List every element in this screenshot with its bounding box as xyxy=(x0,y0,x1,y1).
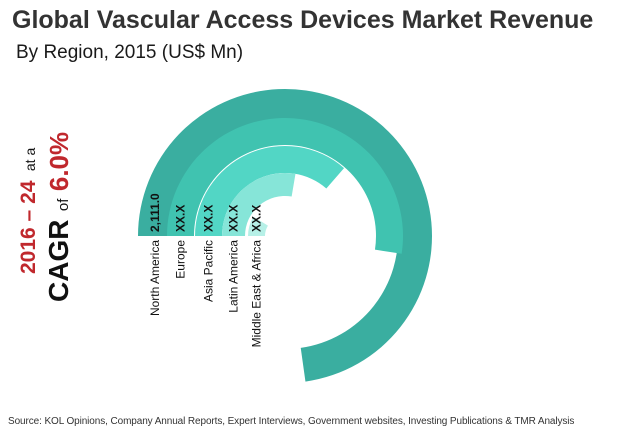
chart-title: Global Vascular Access Devices Market Re… xyxy=(12,6,594,34)
cagr-label: CAGR xyxy=(43,220,74,302)
value-label-latin-america: XX.X xyxy=(227,205,241,232)
value-label-asia-pacific: XX.X xyxy=(202,205,216,232)
region-label-latin-america: Latin America xyxy=(227,240,241,313)
cagr-period-suffix: at a xyxy=(22,148,38,172)
value-label-europe: XX.X xyxy=(174,205,188,232)
region-label-asia-pacific: Asia Pacific xyxy=(202,240,216,302)
value-labels: 2,111.0 XX.X XX.X XX.X XX.X xyxy=(148,193,264,232)
ring-bar-middle-east-africa xyxy=(248,216,268,236)
cagr-period-line: 2016 – 24 at a xyxy=(17,148,40,274)
ring-bar-asia-pacific xyxy=(195,146,345,236)
source-note: Source: KOL Opinions, Company Annual Rep… xyxy=(8,416,575,427)
ring-bars xyxy=(138,88,433,382)
region-label-north-america: North America xyxy=(148,240,162,316)
cagr-period: 2016 – 24 xyxy=(17,180,40,274)
cagr-of-word: of xyxy=(55,198,72,211)
region-labels: North America Europe Asia Pacific Latin Ame… xyxy=(148,240,264,348)
cagr-value: 6.0% xyxy=(44,132,74,191)
cagr-callout: 2016 – 24 at a CAGR of 6.0% xyxy=(17,132,74,302)
value-label-middle-east-africa: XX.X xyxy=(250,205,264,232)
ring-bar-latin-america xyxy=(222,172,296,236)
value-label-north-america: 2,111.0 xyxy=(148,193,162,232)
region-label-europe: Europe xyxy=(174,240,188,279)
ring-bar-europe xyxy=(167,118,403,254)
cagr-value-line: CAGR of 6.0% xyxy=(43,132,74,302)
chart-subtitle: By Region, 2015 (US$ Mn) xyxy=(16,42,244,63)
region-label-middle-east-africa: Middle East & Africa xyxy=(250,240,264,348)
